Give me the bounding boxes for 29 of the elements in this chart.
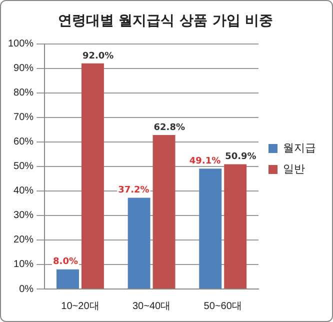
chart-title: 연령대별 월지급식 상품 가입 비중: [58, 13, 274, 30]
y-tick-label: 30%: [14, 210, 34, 222]
y-tick-label: 50%: [14, 161, 34, 172]
bar: [199, 168, 222, 288]
y-tick-label: 70%: [14, 112, 34, 124]
x-tick-label: 30~40대: [132, 300, 171, 312]
x-tick-label: 50~60대: [204, 300, 242, 312]
bar: [56, 269, 79, 288]
y-tick-label: 60%: [14, 136, 34, 148]
y-tick-label: 0%: [19, 284, 34, 295]
legend-label: 월지급: [283, 142, 316, 155]
y-tick-label: 20%: [14, 234, 34, 246]
data-label: 62.8%: [154, 122, 186, 133]
bar: [81, 63, 104, 288]
bar: [128, 198, 150, 288]
data-label: 49.1%: [189, 156, 221, 166]
bar: [152, 135, 176, 288]
x-tick-label: 10~20대: [61, 300, 100, 312]
y-tick-label: 90%: [14, 63, 34, 74]
data-label: 50.9%: [225, 152, 256, 162]
data-label: 37.2%: [118, 186, 150, 196]
y-tick-label: 10%: [14, 259, 34, 270]
bar: [224, 164, 247, 288]
data-label: 8.0%: [53, 257, 78, 268]
y-tick-label: 80%: [14, 88, 34, 99]
y-tick-label: 100%: [8, 38, 34, 50]
y-tick-label: 40%: [14, 186, 34, 197]
legend-label: 일반: [283, 164, 305, 176]
data-label: 92.0%: [82, 51, 114, 62]
